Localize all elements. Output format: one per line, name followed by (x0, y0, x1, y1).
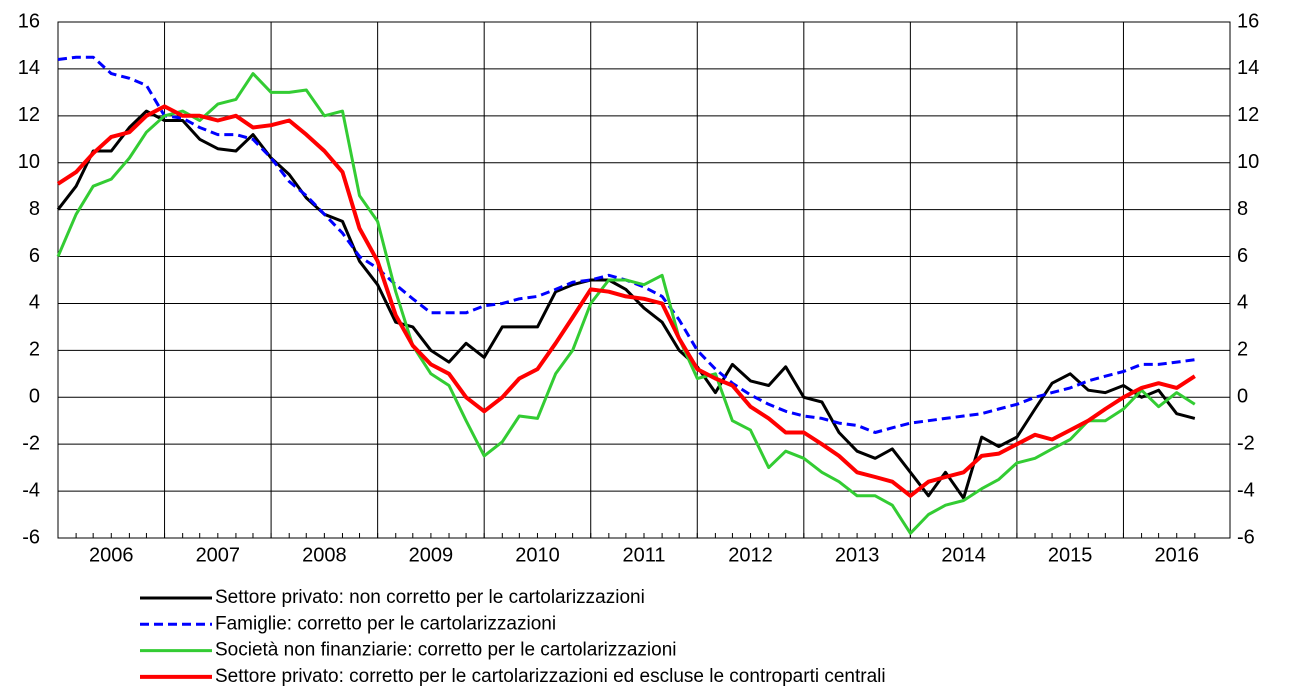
y-tick-label: -6 (22, 526, 40, 548)
y2-tick-label: 8 (1237, 198, 1248, 220)
legend-label: Settore privato: corretto per le cartola… (215, 666, 886, 687)
y2-tick-label: -2 (1237, 432, 1255, 454)
y-tick-label: -2 (22, 432, 40, 454)
x-tick-label: 2011 (622, 544, 665, 566)
x-tick-label: 2007 (196, 544, 241, 566)
y-tick-label: 6 (29, 245, 40, 267)
legend-label: Società non finanziarie: corretto per le… (215, 640, 677, 661)
y2-tick-label: 2 (1237, 339, 1248, 361)
y-tick-label: 2 (29, 339, 40, 361)
x-tick-label: 2009 (409, 544, 454, 566)
series-line (56, 104, 1196, 498)
y-tick-label: 14 (18, 57, 40, 79)
series-line (57, 55, 1195, 434)
y2-tick-label: -4 (1237, 479, 1255, 501)
legend-label: Famiglie: corretto per le cartolarizzazi… (215, 613, 556, 634)
y2-tick-label: -6 (1237, 526, 1255, 548)
x-tick-label: 2013 (835, 544, 880, 566)
y2-tick-label: 14 (1237, 57, 1259, 79)
y2-tick-label: 10 (1237, 151, 1259, 173)
y2-tick-label: 12 (1237, 104, 1259, 126)
series-line (56, 109, 1196, 500)
y-tick-label: 8 (29, 198, 40, 220)
x-tick-label: 2008 (302, 544, 347, 566)
y-tick-label: 16 (18, 10, 40, 32)
x-tick-label: 2016 (1154, 544, 1199, 566)
y2-tick-label: 0 (1237, 386, 1248, 408)
plot-frame (57, 21, 1231, 539)
y-tick-label: -4 (22, 479, 40, 501)
x-tick-label: 2014 (941, 544, 986, 566)
y2-tick-label: 4 (1237, 292, 1248, 314)
x-tick-label: 2015 (1048, 544, 1093, 566)
y-tick-label: 10 (18, 151, 40, 173)
x-tick-label: 2010 (515, 544, 560, 566)
x-tick-label: 2012 (728, 544, 773, 566)
y-tick-label: 0 (29, 386, 40, 408)
y2-tick-label: 16 (1237, 10, 1259, 32)
series-line (56, 72, 1196, 535)
y-tick-label: 4 (29, 292, 40, 314)
y2-tick-label: 6 (1237, 245, 1248, 267)
x-tick-label: 2006 (89, 544, 134, 566)
y-tick-label: 12 (18, 104, 40, 126)
legend-label: Settore privato: non corretto per le car… (215, 587, 645, 608)
